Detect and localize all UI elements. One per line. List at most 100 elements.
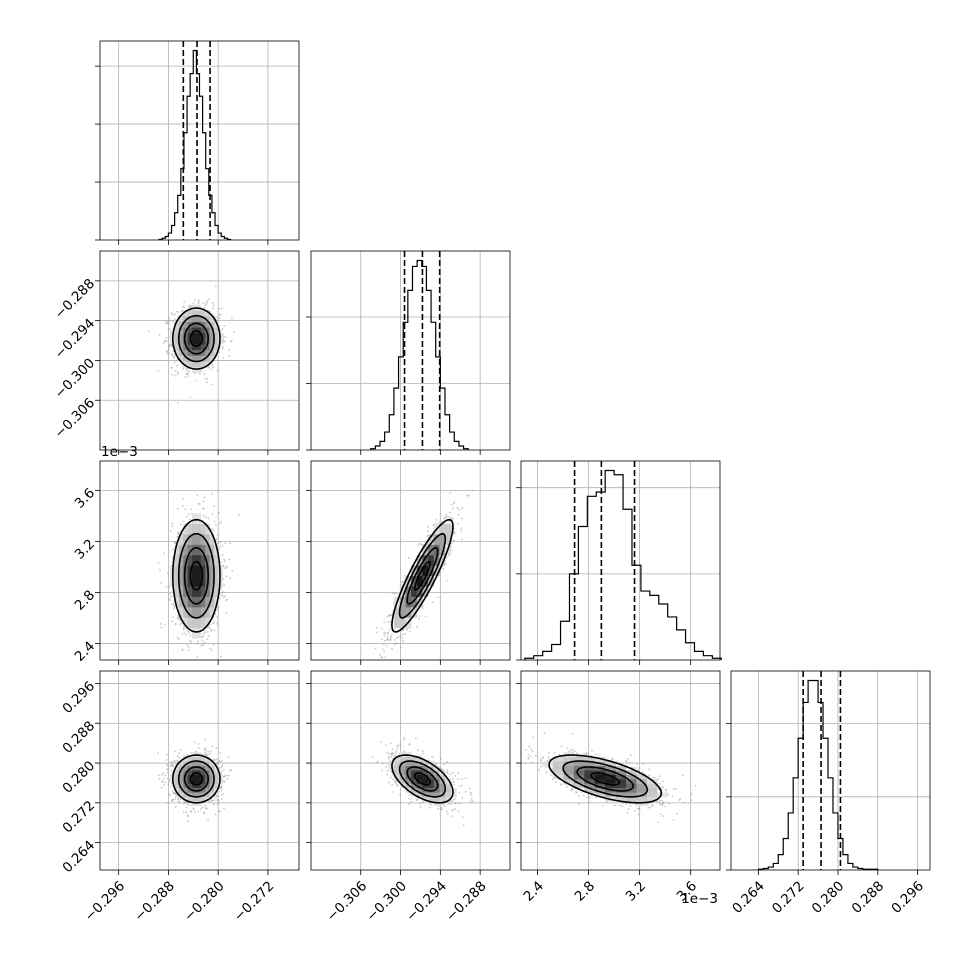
frame-0-3 bbox=[99, 670, 300, 871]
scatter-point bbox=[223, 325, 226, 327]
scatter-point bbox=[198, 747, 200, 749]
scatter-point bbox=[619, 804, 622, 807]
scatter-point bbox=[212, 758, 215, 761]
density-cell bbox=[196, 554, 202, 566]
scatter-point bbox=[453, 501, 456, 504]
density-cell bbox=[422, 565, 429, 577]
density-cell bbox=[394, 770, 401, 775]
scatter-point bbox=[192, 807, 195, 810]
scatter-point bbox=[221, 594, 224, 597]
density-cell bbox=[178, 355, 184, 362]
scatter-point bbox=[167, 783, 170, 786]
scatter-point bbox=[227, 756, 230, 758]
scatter-point bbox=[391, 783, 394, 786]
scatter-point bbox=[659, 782, 662, 785]
scatter-point bbox=[452, 781, 455, 784]
scatter-point bbox=[220, 520, 222, 523]
density-cell bbox=[192, 513, 197, 524]
scatter-point bbox=[166, 572, 169, 575]
scatter-point bbox=[616, 760, 618, 763]
scatter-point bbox=[387, 631, 389, 634]
density-cell bbox=[178, 565, 184, 577]
panel-1-2 bbox=[311, 461, 510, 669]
scatter-point bbox=[202, 302, 205, 305]
scatter-point bbox=[386, 636, 389, 639]
scatter-point bbox=[174, 797, 176, 800]
density-cell bbox=[178, 315, 184, 322]
contour-1-2-1 bbox=[406, 546, 439, 605]
density-cell bbox=[183, 327, 188, 334]
density-cell bbox=[399, 765, 406, 771]
scatter-point bbox=[440, 768, 443, 771]
panel-inner-0-1 bbox=[100, 251, 299, 450]
scatter-point bbox=[206, 377, 209, 380]
scatter-point bbox=[202, 753, 204, 755]
scatter-point bbox=[162, 772, 165, 775]
density-cell bbox=[394, 774, 401, 780]
scatter-point bbox=[171, 561, 174, 563]
density-cell bbox=[192, 596, 197, 608]
scatter-point bbox=[388, 753, 391, 755]
scatter-point bbox=[611, 758, 613, 761]
contour-0-2-1 bbox=[183, 546, 210, 605]
density-cell bbox=[192, 575, 197, 587]
density-cell bbox=[187, 344, 193, 351]
histogram-1 bbox=[370, 259, 469, 450]
scatter-point bbox=[381, 762, 384, 765]
scatter-point bbox=[218, 547, 221, 550]
scatter-point bbox=[376, 761, 378, 764]
scatter-point bbox=[374, 647, 377, 650]
scatter-point bbox=[446, 579, 449, 582]
scatter-point bbox=[177, 617, 180, 620]
density-cell bbox=[174, 338, 180, 345]
scatter-point bbox=[635, 767, 638, 769]
density-cell bbox=[209, 315, 215, 322]
density-cell bbox=[445, 778, 452, 784]
contour-1-2-0 bbox=[414, 561, 431, 591]
scatter-point bbox=[169, 785, 172, 788]
scatter-point bbox=[223, 560, 226, 563]
scatter-point bbox=[386, 751, 389, 754]
density-cell bbox=[428, 774, 435, 780]
density-cell bbox=[192, 617, 197, 629]
scatter-point bbox=[211, 383, 214, 386]
scatter-point bbox=[628, 762, 631, 764]
density-cell bbox=[174, 787, 180, 793]
scatter-point bbox=[385, 667, 387, 669]
scatter-point bbox=[167, 585, 170, 588]
density-cell bbox=[200, 349, 206, 356]
scatter-point bbox=[220, 655, 222, 658]
contour-1-3-0 bbox=[414, 772, 431, 786]
scatter-point bbox=[160, 581, 162, 584]
density-cell bbox=[213, 596, 219, 608]
scatter-point bbox=[457, 778, 460, 781]
scatter-point bbox=[160, 774, 163, 776]
density-cell bbox=[428, 554, 435, 566]
scatter-point bbox=[642, 762, 645, 765]
contour-0-3-0 bbox=[189, 772, 204, 786]
scatter-point bbox=[216, 615, 218, 618]
density-cell bbox=[183, 315, 188, 322]
scatter-point bbox=[174, 805, 177, 808]
scatter-point bbox=[641, 771, 644, 774]
scatter-point bbox=[220, 770, 223, 773]
scatter-point bbox=[634, 809, 636, 812]
scatter-point bbox=[222, 775, 225, 778]
scatter-point bbox=[187, 815, 190, 818]
scatter-point bbox=[217, 542, 220, 545]
density-cell bbox=[422, 778, 429, 784]
density-cell bbox=[196, 544, 202, 556]
density-cell bbox=[178, 770, 184, 775]
density-cell bbox=[200, 770, 206, 775]
scatter-point bbox=[550, 774, 552, 777]
scatter-point bbox=[528, 745, 531, 748]
scatter-point bbox=[532, 736, 535, 739]
density-cell bbox=[183, 607, 188, 618]
scatter-point bbox=[453, 530, 456, 533]
scatter-point bbox=[613, 804, 616, 807]
scatter-point bbox=[190, 508, 193, 510]
scatter-point bbox=[582, 794, 585, 797]
scatter-point bbox=[388, 639, 391, 642]
scatter-point bbox=[177, 797, 180, 800]
scatter-point bbox=[178, 752, 180, 754]
